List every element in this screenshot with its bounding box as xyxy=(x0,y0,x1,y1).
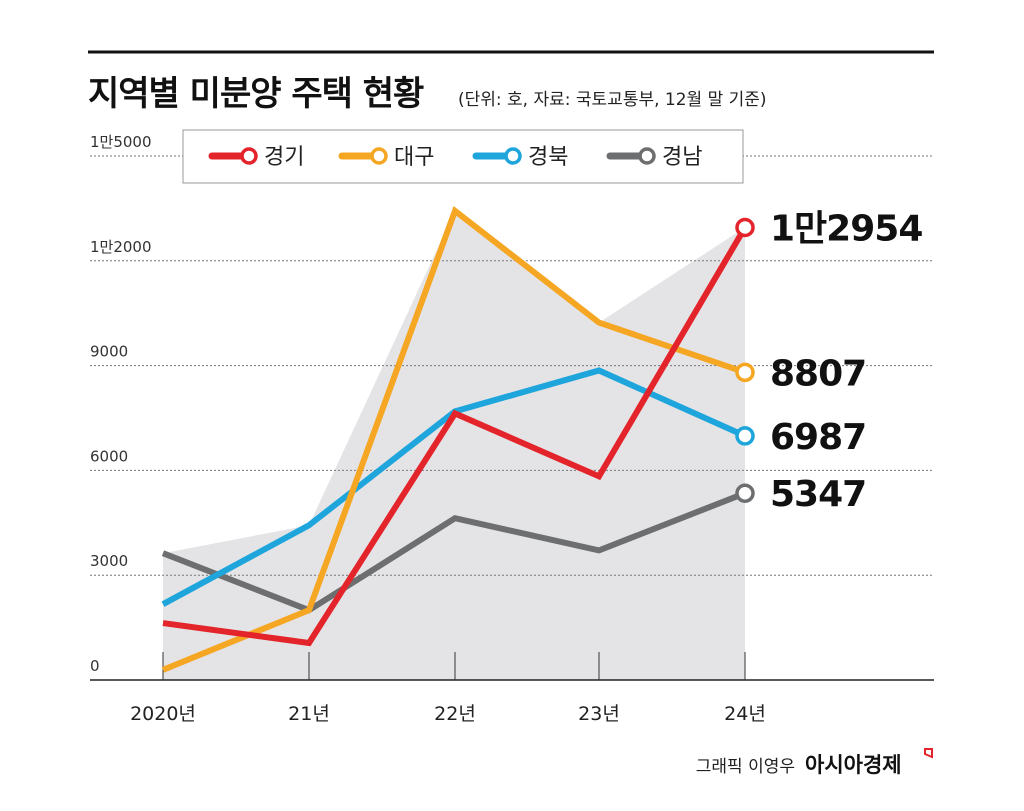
brand-mark-icon xyxy=(924,748,933,759)
legend-label: 경남 xyxy=(662,145,702,170)
legend-label: 경북 xyxy=(528,145,568,170)
x-tick-label: 2020년 xyxy=(130,703,196,725)
y-tick-label: 1만5000 xyxy=(90,133,152,151)
credit-text: 그래픽 이영우 xyxy=(696,757,795,777)
y-tick-label: 6000 xyxy=(90,447,128,465)
shaded-range-area xyxy=(163,210,745,680)
series-line-대구 xyxy=(161,205,746,673)
y-tick-label: 9000 xyxy=(90,343,128,361)
series-end-label: 1만2954 xyxy=(770,208,922,249)
legend-marker-icon xyxy=(638,147,656,165)
x-tick-label: 23년 xyxy=(578,703,620,725)
y-tick-label: 0 xyxy=(90,657,100,675)
series-end-marker xyxy=(735,217,755,238)
x-tick-label: 22년 xyxy=(434,703,476,725)
x-tick-label: 21년 xyxy=(288,703,330,725)
series-end-marker xyxy=(735,362,755,383)
legend-marker-icon xyxy=(370,147,388,165)
legend-marker-icon xyxy=(240,147,258,165)
series-end-marker xyxy=(735,483,755,503)
series-line-경남 xyxy=(161,490,747,614)
chart-title: 지역별 미분양 주택 현황 xyxy=(88,74,424,114)
legend-label: 대구 xyxy=(394,145,434,170)
series-end-label: 8807 xyxy=(770,353,866,394)
legend-marker-icon xyxy=(504,147,522,165)
series-line-경기 xyxy=(162,225,748,647)
x-tick-label: 24년 xyxy=(724,703,766,725)
series-end-label: 5347 xyxy=(770,474,866,515)
chart-subtitle: (단위: 호, 자료: 국토교통부, 12월 말 기준) xyxy=(458,90,767,110)
brand-logo: 아시아경제 xyxy=(805,753,902,777)
y-tick-label: 3000 xyxy=(90,552,128,570)
legend-label: 경기 xyxy=(264,145,304,170)
series-end-label: 6987 xyxy=(770,417,866,458)
y-tick-label: 1만2000 xyxy=(90,238,152,256)
series-end-marker xyxy=(735,426,755,446)
